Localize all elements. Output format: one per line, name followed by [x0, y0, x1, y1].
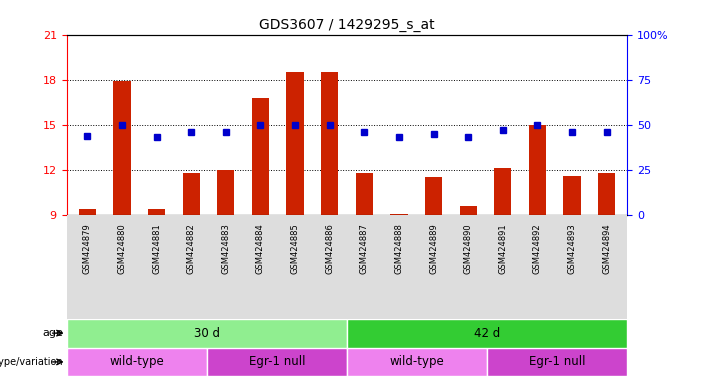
Bar: [564, 176, 580, 215]
Text: Egr-1 null: Egr-1 null: [529, 356, 585, 368]
Bar: [67, 348, 207, 376]
Title: GDS3607 / 1429295_s_at: GDS3607 / 1429295_s_at: [259, 18, 435, 32]
Text: GSM424887: GSM424887: [360, 223, 369, 274]
Bar: [182, 173, 200, 215]
Bar: [425, 177, 442, 215]
Bar: [390, 214, 407, 215]
Text: GSM424881: GSM424881: [152, 223, 161, 274]
Bar: [217, 170, 235, 215]
Text: Egr-1 null: Egr-1 null: [249, 356, 305, 368]
Bar: [114, 81, 130, 215]
Text: GSM424888: GSM424888: [395, 223, 403, 274]
Bar: [355, 173, 373, 215]
Text: GSM424891: GSM424891: [498, 223, 508, 274]
Bar: [207, 348, 347, 376]
Text: GSM424885: GSM424885: [291, 223, 299, 274]
Text: GSM424883: GSM424883: [222, 223, 231, 274]
Bar: [287, 72, 304, 215]
Text: GSM424884: GSM424884: [256, 223, 265, 274]
Text: GSM424879: GSM424879: [83, 223, 92, 274]
Text: genotype/variation: genotype/variation: [0, 357, 63, 367]
Bar: [79, 209, 96, 215]
Bar: [487, 348, 627, 376]
Text: GSM424882: GSM424882: [186, 223, 196, 274]
Text: 30 d: 30 d: [193, 327, 220, 339]
Text: wild-type: wild-type: [390, 356, 444, 368]
Bar: [347, 319, 627, 348]
Bar: [347, 348, 487, 376]
Text: 42 d: 42 d: [474, 327, 501, 339]
Bar: [67, 319, 347, 348]
Bar: [321, 72, 339, 215]
Text: GSM424892: GSM424892: [533, 223, 542, 274]
Bar: [529, 125, 546, 215]
Text: GSM424889: GSM424889: [429, 223, 438, 274]
Text: age: age: [42, 328, 63, 338]
Text: GSM424893: GSM424893: [568, 223, 576, 274]
Bar: [494, 169, 512, 215]
Text: wild-type: wild-type: [109, 356, 164, 368]
Bar: [148, 209, 165, 215]
Bar: [598, 173, 615, 215]
Text: GSM424880: GSM424880: [118, 223, 126, 274]
Text: GSM424886: GSM424886: [325, 223, 334, 274]
Bar: [459, 206, 477, 215]
Text: GSM424894: GSM424894: [602, 223, 611, 274]
Text: GSM424890: GSM424890: [463, 223, 472, 274]
Bar: [252, 98, 269, 215]
